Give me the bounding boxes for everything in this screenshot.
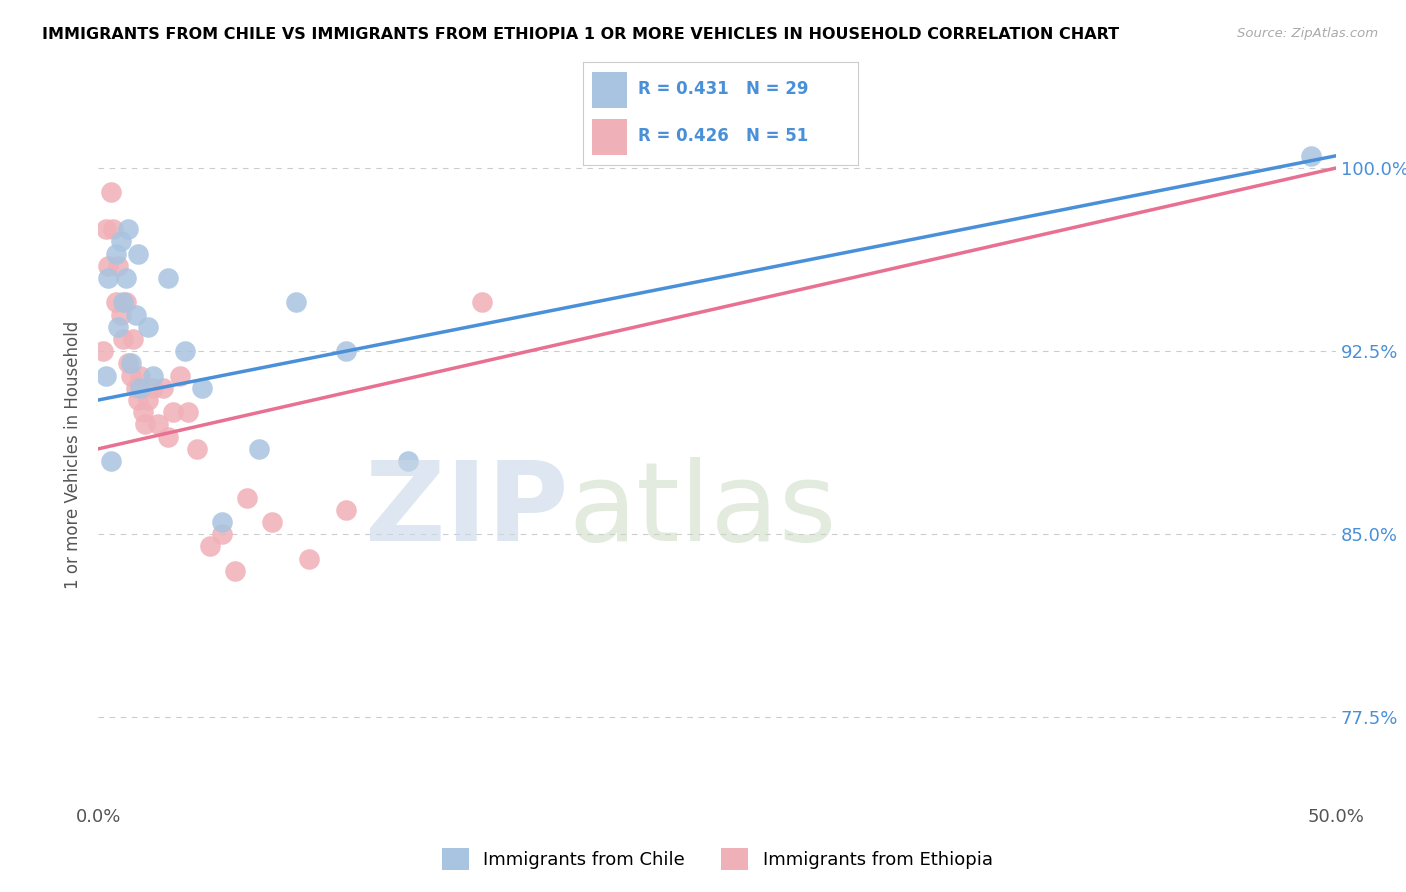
Point (127, 392, 149, 407)
Point (114, 295, 136, 310)
Point (114, 271, 136, 285)
Point (127, 246, 149, 260)
Point (100, 186, 122, 200)
Point (1299, 149, 1322, 163)
Point (136, 319, 159, 334)
Point (94, 222, 117, 236)
Point (211, 515, 233, 529)
Text: Source: ZipAtlas.com: Source: ZipAtlas.com (1237, 27, 1378, 40)
Point (146, 417, 169, 432)
Point (396, 454, 419, 468)
Point (110, 308, 132, 322)
Point (122, 332, 145, 346)
Point (117, 222, 139, 236)
Point (260, 515, 283, 529)
Point (335, 503, 357, 517)
Point (97, 271, 120, 285)
Point (93, 344, 115, 359)
Text: atlas: atlas (568, 457, 837, 564)
Point (94, 368, 117, 383)
Point (104, 246, 127, 260)
Point (100, 454, 122, 468)
Point (142, 368, 165, 383)
Point (104, 295, 127, 310)
Point (169, 368, 191, 383)
Point (142, 381, 165, 395)
Text: R = 0.426   N = 51: R = 0.426 N = 51 (638, 128, 808, 145)
Point (335, 344, 357, 359)
Point (176, 405, 198, 419)
Point (107, 259, 129, 273)
Point (285, 295, 308, 310)
Legend: Immigrants from Chile, Immigrants from Ethiopia: Immigrants from Chile, Immigrants from E… (434, 841, 1000, 877)
Point (298, 551, 321, 566)
Point (136, 392, 159, 407)
Point (103, 222, 125, 236)
Point (162, 405, 184, 419)
Text: ZIP: ZIP (366, 457, 568, 564)
Point (174, 344, 197, 359)
Point (156, 271, 179, 285)
Text: IMMIGRANTS FROM CHILE VS IMMIGRANTS FROM ETHIOPIA 1 OR MORE VEHICLES IN HOUSEHOL: IMMIGRANTS FROM CHILE VS IMMIGRANTS FROM… (42, 27, 1119, 42)
Point (471, 295, 494, 310)
Point (112, 332, 135, 346)
Point (152, 381, 174, 395)
Point (247, 442, 270, 456)
Bar (592, 119, 627, 155)
Point (191, 381, 214, 395)
Point (186, 442, 208, 456)
Point (129, 381, 152, 395)
Point (112, 295, 135, 310)
Point (132, 405, 155, 419)
Point (110, 235, 132, 249)
Point (107, 319, 129, 334)
Point (117, 356, 139, 370)
Point (211, 527, 233, 541)
Point (120, 356, 142, 370)
Point (124, 308, 146, 322)
Point (120, 368, 142, 383)
Point (198, 540, 221, 554)
Bar (592, 71, 627, 108)
Y-axis label: 1 or more Vehicles in Household: 1 or more Vehicles in Household (65, 321, 83, 589)
Point (129, 368, 152, 383)
Point (236, 491, 259, 505)
Point (97, 259, 120, 273)
Text: R = 0.431   N = 29: R = 0.431 N = 29 (638, 80, 808, 98)
Point (156, 429, 179, 443)
Point (124, 381, 146, 395)
Point (134, 417, 156, 432)
Point (224, 564, 246, 578)
